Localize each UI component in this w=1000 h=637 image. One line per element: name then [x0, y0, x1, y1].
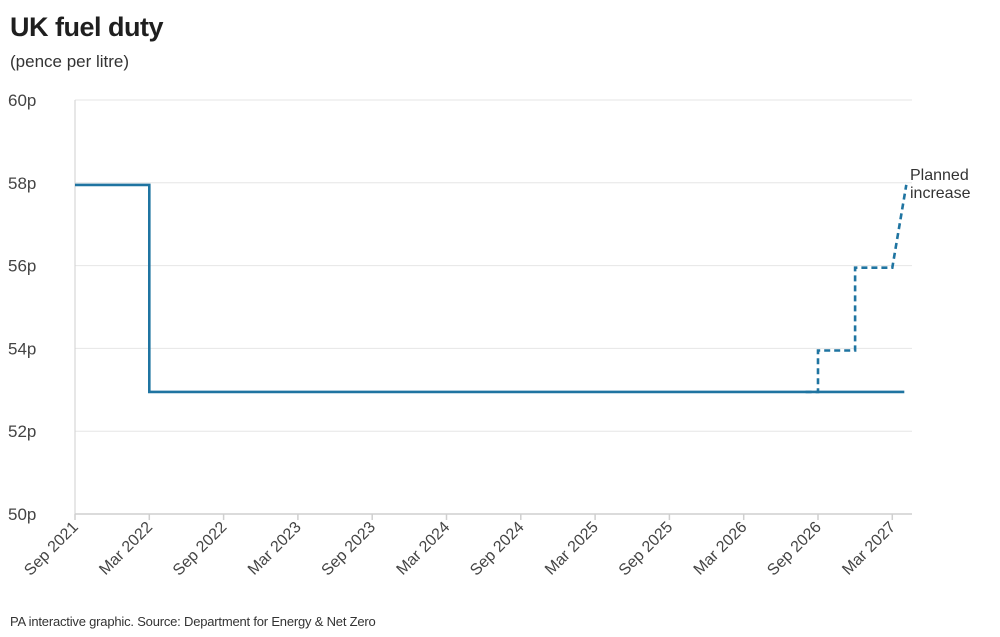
- x-tick-label: Mar 2023: [245, 519, 305, 579]
- fuel-duty-line: [75, 183, 905, 394]
- y-tick-label: 60p: [8, 91, 36, 110]
- x-tick-label: Sep 2021: [21, 519, 82, 580]
- source-note: PA interactive graphic. Source: Departme…: [10, 614, 376, 629]
- y-tick-label: 56p: [8, 257, 36, 276]
- y-tick-label: 54p: [8, 339, 36, 358]
- y-tick-label: 50p: [8, 505, 36, 524]
- annotation-label: increase: [910, 185, 971, 202]
- x-tick-label: Mar 2022: [96, 519, 156, 579]
- chart-title: UK fuel duty: [10, 12, 164, 42]
- x-tick-label: Mar 2027: [839, 519, 899, 579]
- y-tick-label: 58p: [8, 174, 36, 193]
- x-tick-label: Mar 2026: [691, 519, 751, 579]
- x-tick-label: Sep 2026: [764, 519, 825, 580]
- x-tick-label: Sep 2025: [616, 519, 677, 580]
- grid-layer: [75, 99, 912, 432]
- x-tick-label: Mar 2024: [394, 519, 454, 579]
- x-tick-label: Sep 2022: [170, 519, 231, 580]
- annotation-label: Planned: [910, 167, 969, 184]
- planned-increase-line: [805, 184, 908, 394]
- chart-subtitle: (pence per litre): [10, 52, 130, 71]
- x-tick-label: Mar 2025: [542, 519, 602, 579]
- y-tick-label: 52p: [8, 422, 36, 441]
- x-tick-label: Sep 2023: [319, 519, 380, 580]
- axis-layer: [74, 100, 912, 520]
- series-layer: [75, 183, 908, 394]
- x-tick-label: Sep 2024: [467, 519, 528, 580]
